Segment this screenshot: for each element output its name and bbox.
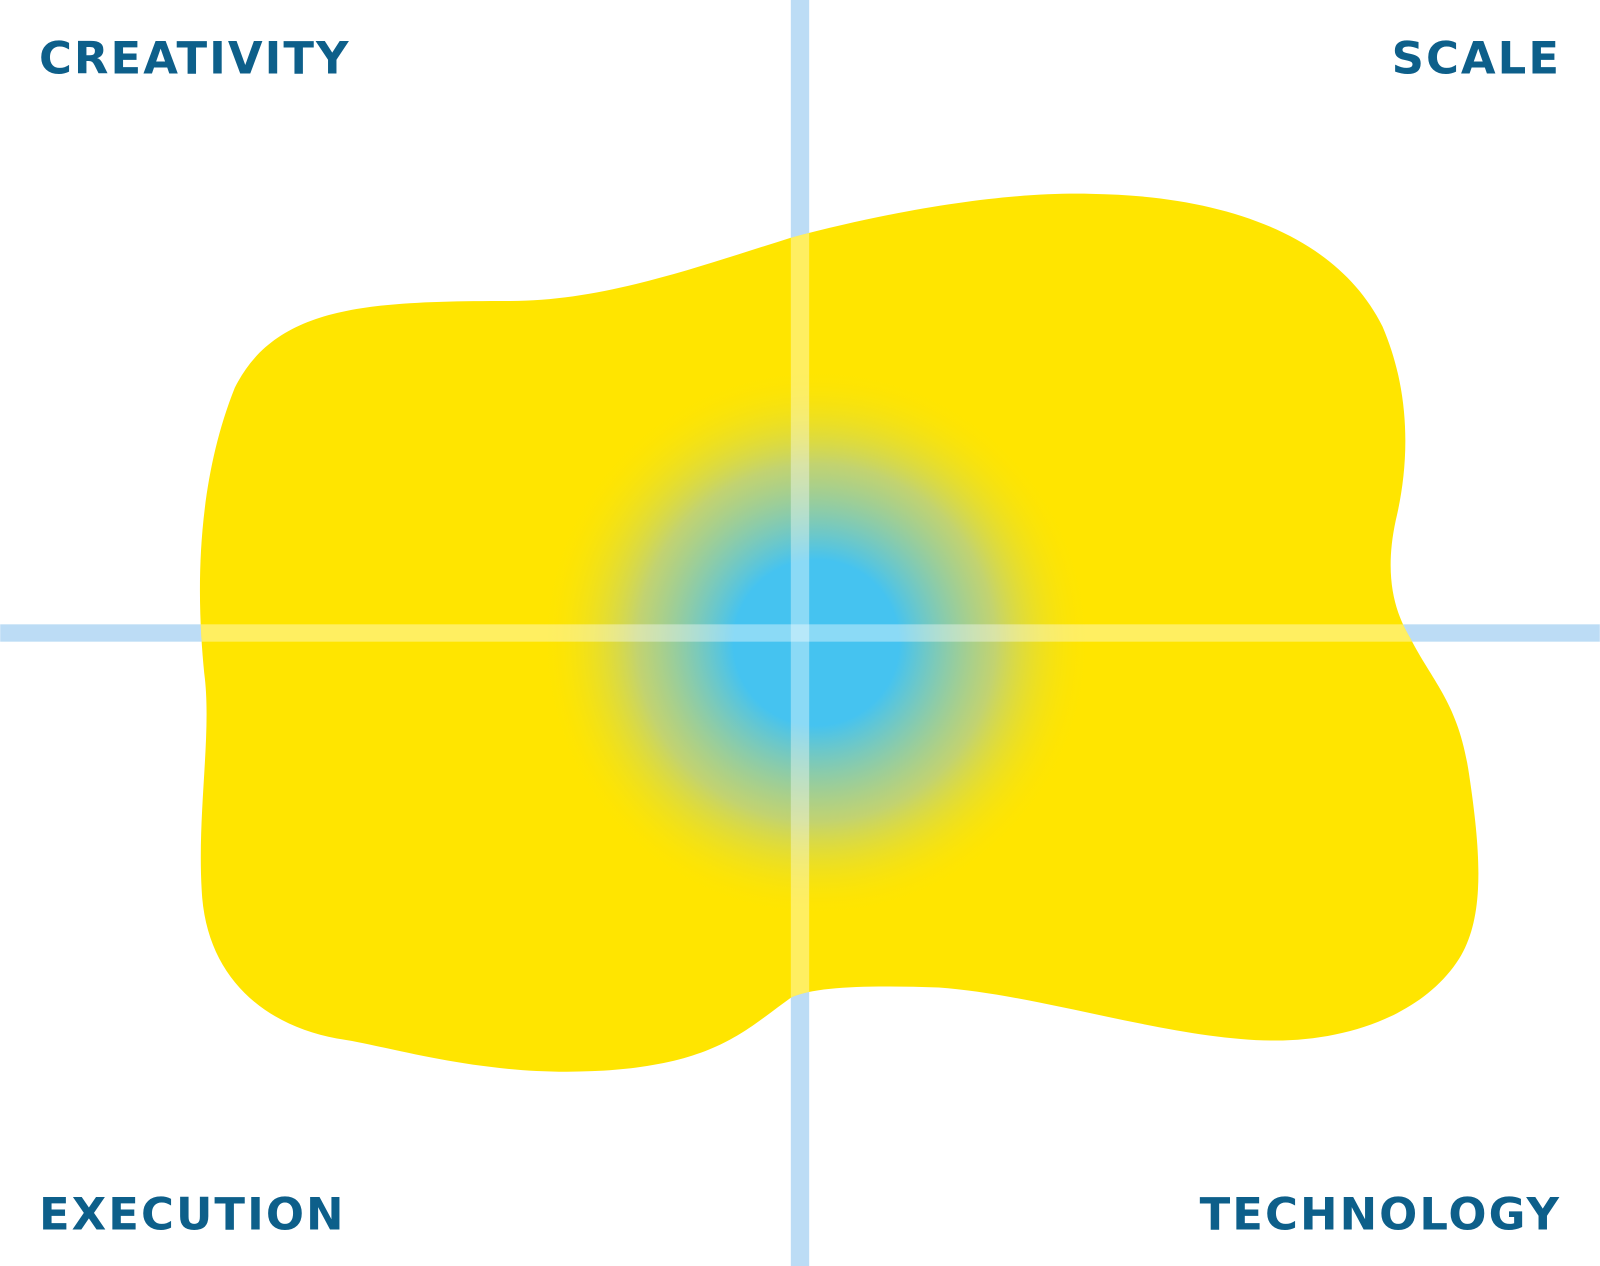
vertical-axis-overlay bbox=[790, 193, 810, 1072]
center-glow bbox=[530, 357, 1102, 929]
label-bottom-right: TECHNOLOGY bbox=[1200, 1187, 1561, 1240]
horizontal-axis-overlay bbox=[199, 624, 1479, 642]
label-bottom-left: EXECUTION bbox=[39, 1187, 346, 1240]
label-top-left: CREATIVITY bbox=[39, 31, 351, 84]
label-top-right: SCALE bbox=[1392, 31, 1561, 84]
